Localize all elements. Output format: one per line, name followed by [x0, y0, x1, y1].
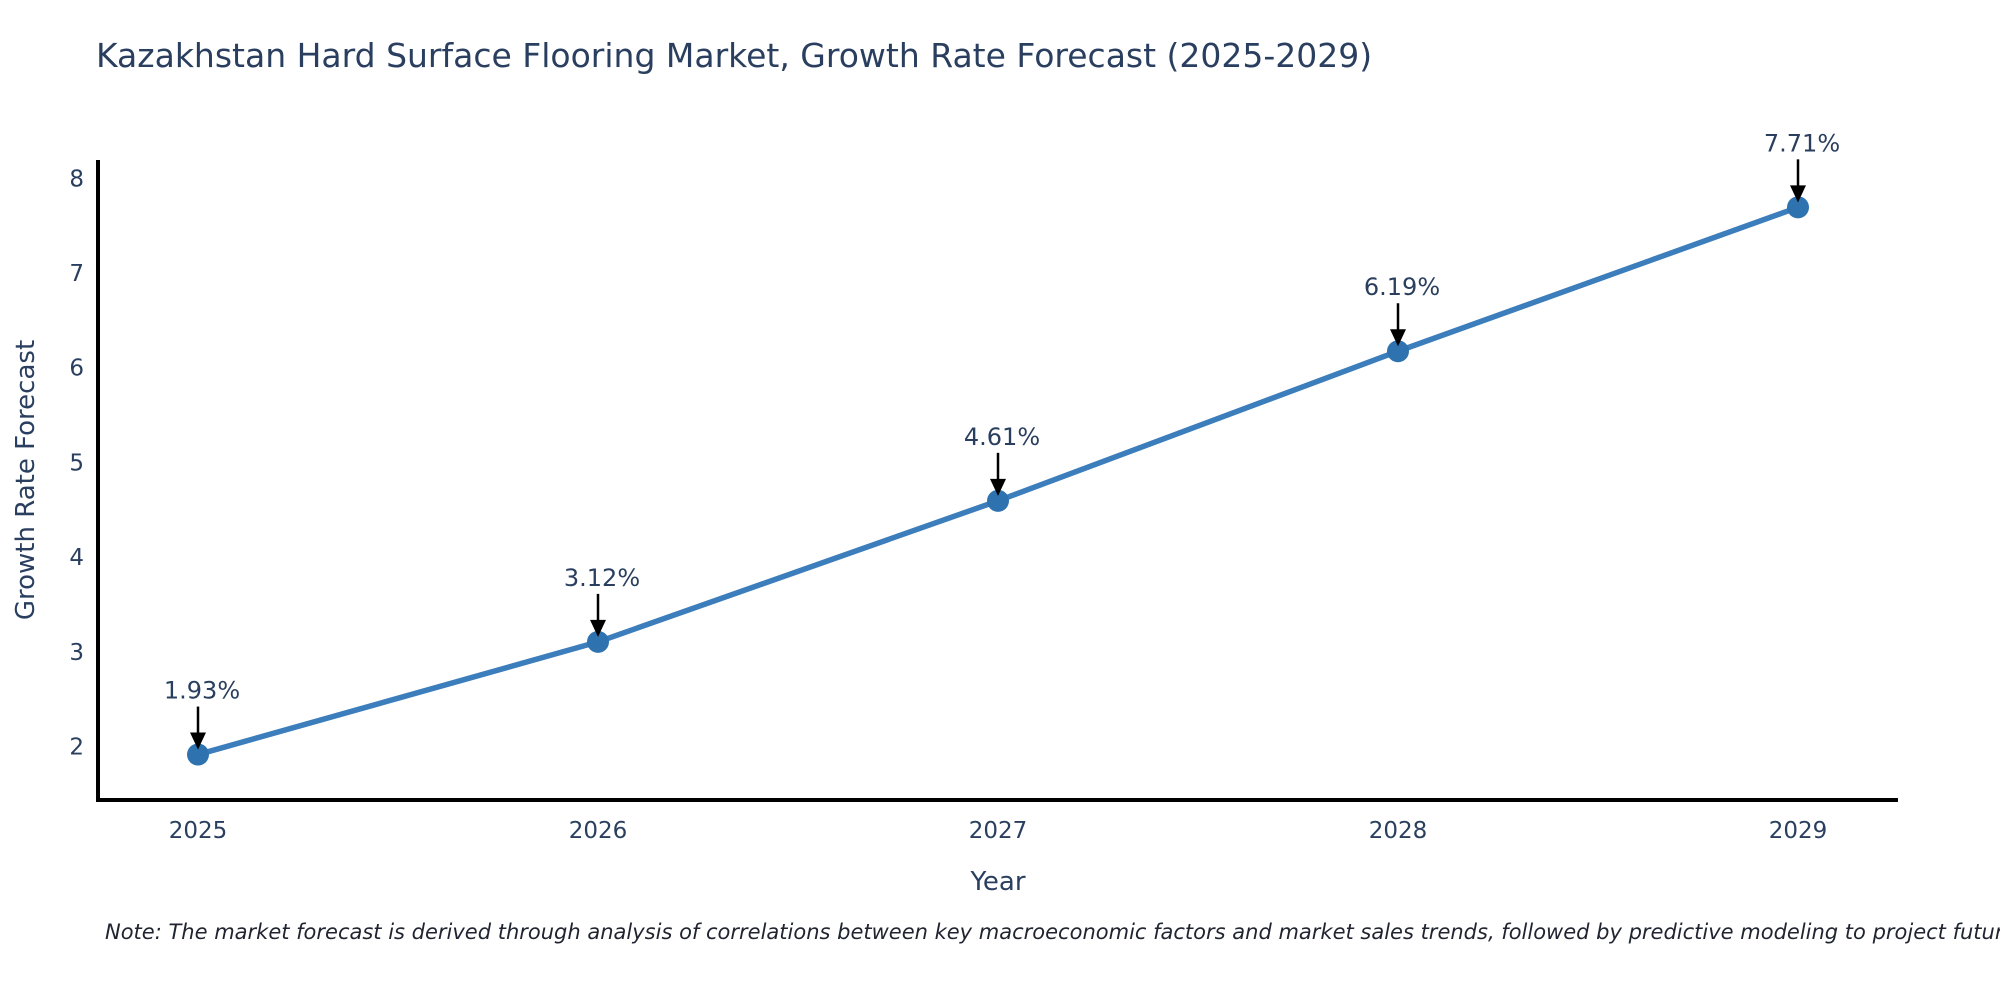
y-tick-label: 4 — [69, 545, 84, 571]
x-tick-label: 2029 — [1769, 818, 1828, 844]
x-tick-label: 2026 — [569, 818, 628, 844]
data-point-marker — [187, 743, 209, 766]
annotation-arrow-head — [190, 732, 206, 750]
y-tick-label: 6 — [69, 356, 84, 382]
y-tick-label: 7 — [69, 261, 84, 287]
chart-footnote: Note: The market forecast is derived thr… — [105, 920, 2000, 944]
annotation-arrow-head — [590, 619, 606, 637]
y-tick-label: 5 — [69, 450, 84, 476]
y-tick-label: 2 — [69, 734, 84, 760]
annotation-arrow-head — [1790, 185, 1806, 203]
data-point-marker — [587, 630, 609, 653]
y-axis-title: Growth Rate Forecast — [11, 340, 41, 620]
annotation-arrow-head — [1390, 329, 1406, 347]
annotation-arrow-head — [990, 478, 1006, 496]
data-point-label: 4.61% — [964, 423, 1040, 451]
x-tick-label: 2028 — [1369, 818, 1428, 844]
data-point-label: 6.19% — [1364, 273, 1440, 301]
x-axis-title: Year — [969, 867, 1025, 897]
data-point-label: 3.12% — [564, 564, 640, 592]
y-tick-label: 8 — [69, 166, 84, 192]
data-point-label: 7.71% — [1764, 129, 1840, 157]
data-point-marker — [987, 489, 1009, 512]
data-point-label: 1.93% — [164, 677, 240, 705]
y-tick-label: 3 — [69, 640, 84, 666]
x-tick-label: 2025 — [169, 818, 228, 844]
x-tick-label: 2027 — [969, 818, 1028, 844]
data-point-marker — [1787, 196, 1809, 219]
data-point-marker — [1387, 340, 1409, 363]
chart-title: Kazakhstan Hard Surface Flooring Market,… — [96, 36, 1373, 75]
